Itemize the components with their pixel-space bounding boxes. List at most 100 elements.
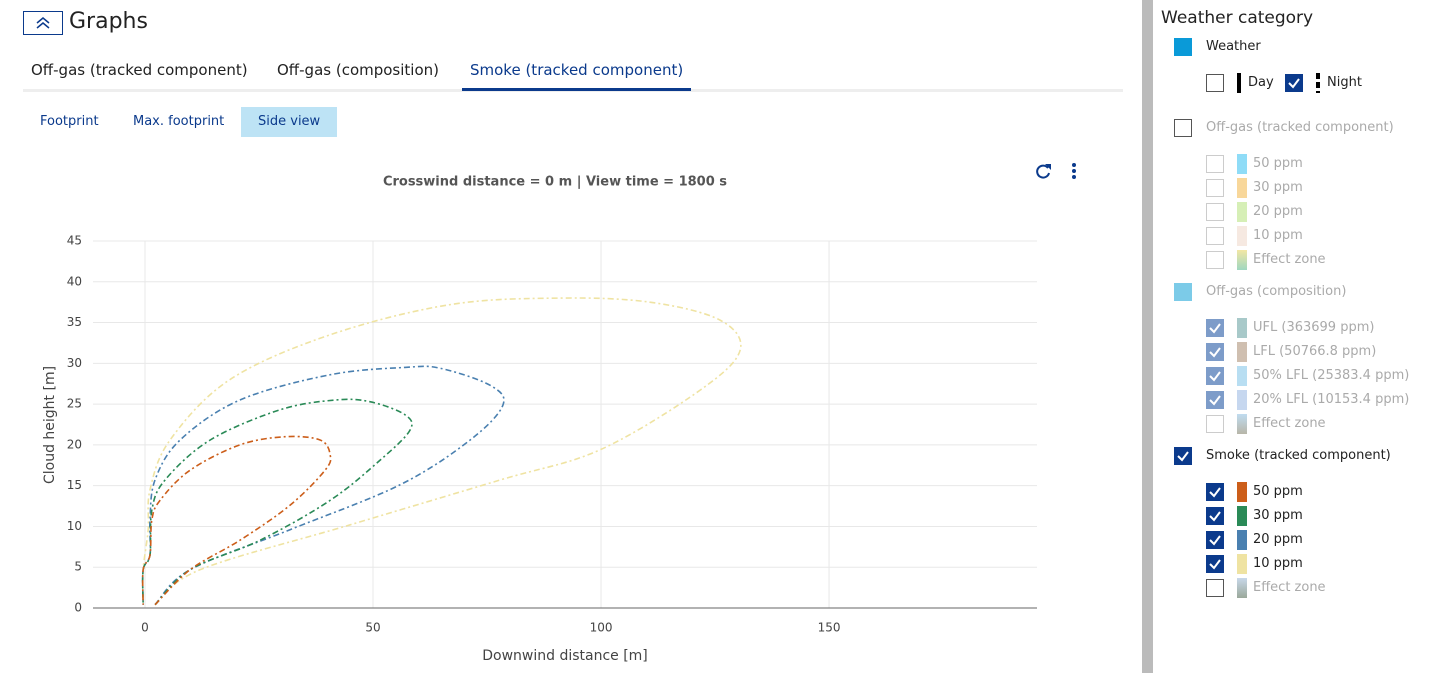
collapse-button[interactable] <box>23 11 63 35</box>
tab[interactable]: Off-gas (composition) <box>277 61 440 79</box>
color-swatch <box>1237 482 1247 502</box>
checkbox[interactable] <box>1206 251 1224 269</box>
item-label: 10 ppm <box>1253 556 1303 571</box>
x-axis-label: Downwind distance [m] <box>482 648 648 664</box>
color-swatch <box>1237 178 1247 198</box>
check-icon <box>1209 511 1221 522</box>
checkbox[interactable] <box>1285 74 1303 92</box>
y-tick-label: 10 <box>67 519 82 533</box>
item-label: 30 ppm <box>1253 508 1303 523</box>
item-label: 20% LFL (10153.4 ppm) <box>1253 392 1410 407</box>
check-icon <box>1209 347 1221 358</box>
checkbox[interactable] <box>1206 179 1224 197</box>
y-tick-label: 30 <box>67 356 82 370</box>
tab[interactable]: Smoke (tracked component) <box>470 61 684 79</box>
item-label: Effect zone <box>1253 416 1326 431</box>
more-menu-icon[interactable] <box>1072 163 1076 179</box>
contour-line <box>141 398 413 606</box>
group-label: Off-gas (composition) <box>1206 284 1347 299</box>
y-tick-label: 20 <box>67 437 82 451</box>
checkbox[interactable] <box>1206 155 1224 173</box>
checkbox[interactable] <box>1206 367 1224 385</box>
chart: Crosswind distance = 0 m | View time = 1… <box>42 163 1076 664</box>
x-tick-label: 100 <box>590 621 613 635</box>
scrollbar[interactable] <box>1142 0 1153 673</box>
item-label: 50% LFL (25383.4 ppm) <box>1253 368 1410 383</box>
checkbox[interactable] <box>1206 531 1224 549</box>
y-tick-label: 0 <box>74 601 82 615</box>
check-icon <box>1209 559 1221 570</box>
checkbox[interactable] <box>1206 415 1224 433</box>
y-tick-label: 25 <box>67 397 82 411</box>
color-swatch <box>1237 390 1247 410</box>
tab[interactable]: Off-gas (tracked component) <box>31 61 248 79</box>
group-label: Off-gas (tracked component) <box>1206 120 1394 135</box>
checkbox[interactable] <box>1206 391 1224 409</box>
item-label: LFL (50766.8 ppm) <box>1253 344 1377 359</box>
checkbox[interactable] <box>1206 227 1224 245</box>
y-axis-label: Cloud height [m] <box>42 366 58 484</box>
check-icon <box>1177 451 1189 462</box>
item-label: Night <box>1327 75 1362 90</box>
check-icon <box>1209 323 1221 334</box>
item-label: 10 ppm <box>1253 228 1303 243</box>
check-icon <box>1209 487 1221 498</box>
contour-line <box>141 297 742 606</box>
tab-underline <box>462 88 691 91</box>
check-icon <box>1209 395 1221 406</box>
checkbox[interactable] <box>1206 74 1224 92</box>
line-style-icon <box>1237 73 1241 93</box>
color-swatch <box>1237 226 1247 246</box>
check-icon <box>1288 78 1300 89</box>
refresh-icon[interactable] <box>1036 164 1051 179</box>
group-label: Weather <box>1206 39 1261 54</box>
group-label: Smoke (tracked component) <box>1206 448 1391 463</box>
checkbox[interactable] <box>1206 343 1224 361</box>
checkbox[interactable] <box>1206 203 1224 221</box>
x-tick-label: 150 <box>818 621 841 635</box>
checkbox[interactable] <box>1174 283 1192 301</box>
page-title: Graphs <box>69 9 148 34</box>
item-label: UFL (363699 ppm) <box>1253 320 1375 335</box>
checkbox[interactable] <box>1206 319 1224 337</box>
contour-line <box>141 435 332 606</box>
y-tick-label: 40 <box>67 274 82 288</box>
item-label: 30 ppm <box>1253 180 1303 195</box>
color-swatch <box>1237 202 1247 222</box>
subtab[interactable]: Max. footprint <box>133 114 225 129</box>
color-swatch <box>1237 578 1247 598</box>
color-swatch <box>1237 366 1247 386</box>
color-swatch <box>1237 342 1247 362</box>
item-label: Day <box>1248 75 1274 90</box>
item-label: 20 ppm <box>1253 204 1303 219</box>
subtab[interactable]: Footprint <box>40 114 99 129</box>
y-tick-label: 15 <box>67 478 82 492</box>
item-label: 50 ppm <box>1253 156 1303 171</box>
line-style-icon <box>1316 73 1320 93</box>
checkbox[interactable] <box>1206 555 1224 573</box>
color-swatch <box>1237 318 1247 338</box>
y-tick-label: 45 <box>67 234 82 248</box>
color-swatch <box>1237 250 1247 270</box>
check-icon <box>1209 535 1221 546</box>
color-swatch <box>1237 530 1247 550</box>
checkbox[interactable] <box>1206 483 1224 501</box>
x-tick-label: 50 <box>365 621 380 635</box>
y-tick-label: 5 <box>74 560 82 574</box>
chart-title: Crosswind distance = 0 m | View time = 1… <box>383 175 727 190</box>
checkbox[interactable] <box>1174 119 1192 137</box>
checkbox[interactable] <box>1206 507 1224 525</box>
color-swatch <box>1237 154 1247 174</box>
checkbox[interactable] <box>1174 38 1192 56</box>
chevron-icon <box>36 17 50 29</box>
sidebar-title: Weather category <box>1161 8 1314 28</box>
subtab[interactable]: Side view <box>241 107 338 137</box>
checkbox[interactable] <box>1174 447 1192 465</box>
color-swatch <box>1237 414 1247 434</box>
checkbox[interactable] <box>1206 579 1224 597</box>
item-label: Effect zone <box>1253 252 1326 267</box>
check-icon <box>1209 371 1221 382</box>
color-swatch <box>1237 554 1247 574</box>
item-label: 50 ppm <box>1253 484 1303 499</box>
